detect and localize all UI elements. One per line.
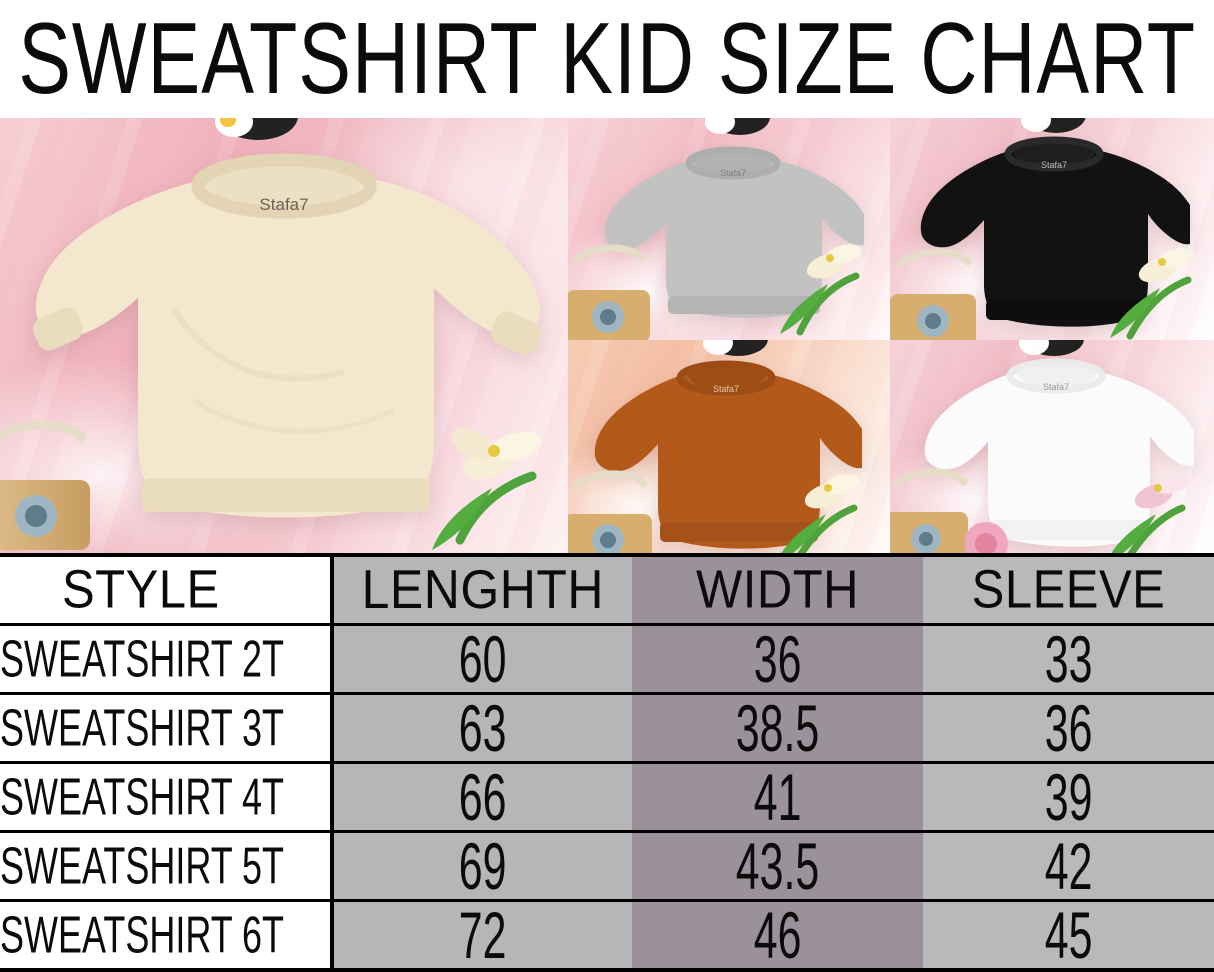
svg-text:Stafa7: Stafa7 bbox=[259, 195, 308, 214]
header-label-style: STYLE bbox=[62, 560, 220, 620]
cell-sleeve: 39 bbox=[923, 764, 1214, 830]
table-row: SWEATSHIRT 6T 72 46 45 bbox=[0, 902, 1214, 968]
cell-sleeve: 42 bbox=[923, 833, 1214, 899]
gallery-main-photo: Stafa7 bbox=[0, 118, 568, 553]
tulip-flower-prop bbox=[766, 466, 872, 553]
panda-hair-clip bbox=[1010, 340, 1090, 368]
value-length: 69 bbox=[459, 833, 507, 899]
cell-width: 38.5 bbox=[632, 695, 923, 761]
cell-sleeve: 36 bbox=[923, 695, 1214, 761]
cell-length: 66 bbox=[334, 764, 632, 830]
gallery-thumb-white: Stafa7 bbox=[890, 340, 1214, 553]
value-width: 43.5 bbox=[735, 833, 820, 899]
value-sleeve: 39 bbox=[1044, 764, 1093, 830]
panda-hair-clip bbox=[1012, 118, 1092, 146]
size-chart-table: STYLE LENGHTH WIDTH SLEEVE SWEATSHIRT 2T… bbox=[0, 553, 1214, 972]
value-length: 72 bbox=[459, 902, 507, 968]
panda-hair-clip bbox=[696, 118, 776, 148]
value-sleeve: 33 bbox=[1044, 626, 1093, 692]
gallery-thumb-rust: Stafa7 bbox=[568, 340, 890, 553]
table-row: SWEATSHIRT 4T 66 41 39 bbox=[0, 764, 1214, 833]
cell-width: 43.5 bbox=[632, 833, 923, 899]
gallery-thumb-grid: Stafa7 bbox=[568, 118, 1214, 553]
cell-sleeve: 45 bbox=[923, 902, 1214, 968]
tulip-flower-prop bbox=[1096, 468, 1200, 553]
value-style: SWEATSHIRT 3T bbox=[0, 697, 285, 757]
wooden-camera-toy-prop bbox=[0, 414, 124, 553]
cell-length: 72 bbox=[334, 902, 632, 968]
value-width: 36 bbox=[753, 626, 802, 692]
panda-hair-clip bbox=[694, 340, 774, 368]
value-style: SWEATSHIRT 6T bbox=[0, 904, 285, 964]
value-width: 38.5 bbox=[735, 695, 820, 761]
value-sleeve: 45 bbox=[1044, 902, 1093, 968]
wooden-camera-toy-prop bbox=[568, 240, 672, 340]
cell-length: 60 bbox=[334, 626, 632, 692]
gallery-thumb-grey: Stafa7 bbox=[568, 118, 890, 340]
tulip-flower-prop bbox=[772, 236, 868, 336]
sweatshirt-garment: Stafa7 bbox=[912, 130, 1190, 330]
svg-text:Stafa7: Stafa7 bbox=[713, 384, 739, 394]
cell-width: 41 bbox=[632, 764, 923, 830]
wooden-camera-toy-prop bbox=[890, 464, 1012, 553]
value-length: 66 bbox=[459, 764, 507, 830]
table-row: SWEATSHIRT 3T 63 38.5 36 bbox=[0, 695, 1214, 764]
gallery-thumb-black: Stafa7 bbox=[890, 118, 1214, 340]
value-style: SWEATSHIRT 5T bbox=[0, 835, 285, 895]
cell-width: 46 bbox=[632, 902, 923, 968]
header-cell-width: WIDTH bbox=[632, 557, 923, 623]
cell-length: 63 bbox=[334, 695, 632, 761]
wooden-camera-toy-prop bbox=[568, 466, 676, 553]
cell-length: 69 bbox=[334, 833, 632, 899]
page-title: SWEATSHIRT KID SIZE CHART bbox=[18, 2, 1196, 116]
panda-hair-clip bbox=[200, 118, 310, 154]
svg-text:Stafa7: Stafa7 bbox=[1041, 160, 1067, 170]
header-cell-style: STYLE bbox=[0, 557, 334, 623]
cell-sleeve: 33 bbox=[923, 626, 1214, 692]
cell-style: SWEATSHIRT 4T bbox=[0, 764, 334, 830]
tulip-flower-prop bbox=[412, 418, 562, 553]
svg-text:Stafa7: Stafa7 bbox=[720, 168, 746, 178]
title-bar: SWEATSHIRT KID SIZE CHART bbox=[0, 0, 1214, 118]
sweatshirt-garment: Stafa7 bbox=[596, 144, 864, 322]
wooden-camera-toy-prop bbox=[890, 244, 998, 340]
tulip-flower-prop bbox=[1102, 238, 1202, 340]
cell-style: SWEATSHIRT 3T bbox=[0, 695, 334, 761]
product-photo-gallery: Stafa7 bbox=[0, 118, 1214, 553]
sweatshirt-garment: Stafa7 bbox=[914, 354, 1194, 550]
value-sleeve: 36 bbox=[1044, 695, 1093, 761]
value-style: SWEATSHIRT 4T bbox=[0, 766, 285, 826]
value-length: 63 bbox=[459, 695, 507, 761]
value-sleeve: 42 bbox=[1044, 833, 1093, 899]
header-label-sleeve: SLEEVE bbox=[971, 560, 1166, 620]
value-width: 46 bbox=[753, 902, 802, 968]
cell-style: SWEATSHIRT 6T bbox=[0, 902, 334, 968]
cell-style: SWEATSHIRT 2T bbox=[0, 626, 334, 692]
header-label-width: WIDTH bbox=[695, 560, 860, 620]
header-cell-length: LENGHTH bbox=[334, 557, 632, 623]
header-cell-sleeve: SLEEVE bbox=[923, 557, 1214, 623]
value-length: 60 bbox=[459, 626, 507, 692]
cell-width: 36 bbox=[632, 626, 923, 692]
cell-style: SWEATSHIRT 5T bbox=[0, 833, 334, 899]
sweatshirt-garment: Stafa7 bbox=[14, 140, 554, 540]
header-label-length: LENGHTH bbox=[361, 559, 605, 621]
table-header-row: STYLE LENGHTH WIDTH SLEEVE bbox=[0, 557, 1214, 626]
sweatshirt-garment: Stafa7 bbox=[586, 356, 862, 552]
value-style: SWEATSHIRT 2T bbox=[0, 628, 285, 688]
value-width: 41 bbox=[753, 764, 802, 830]
table-row: SWEATSHIRT 5T 69 43.5 42 bbox=[0, 833, 1214, 902]
svg-text:Stafa7: Stafa7 bbox=[1043, 382, 1069, 392]
table-row: SWEATSHIRT 2T 60 36 33 bbox=[0, 626, 1214, 695]
